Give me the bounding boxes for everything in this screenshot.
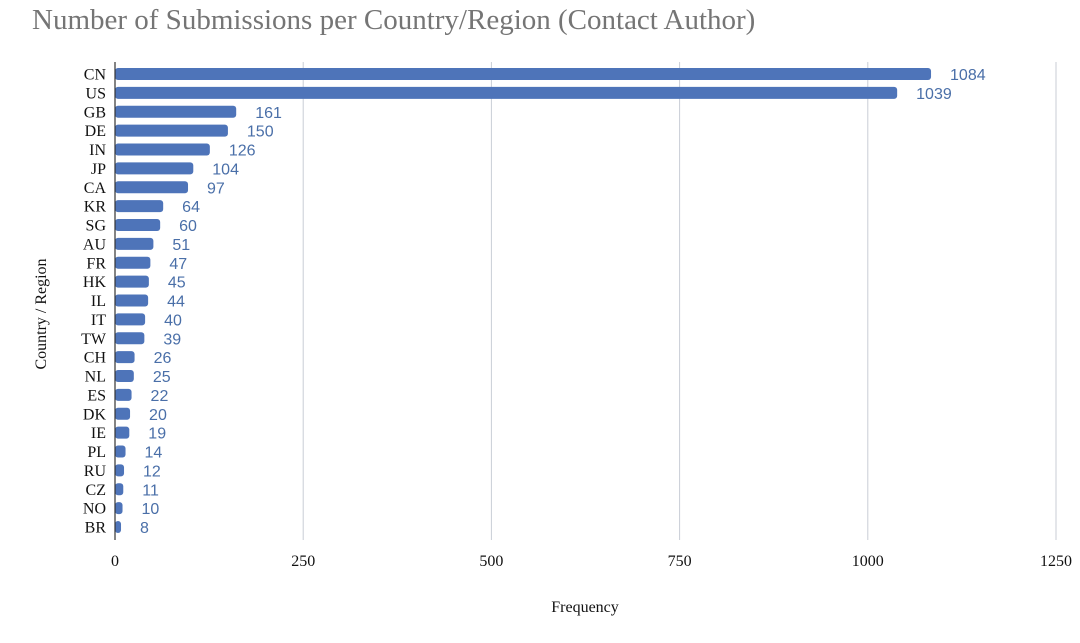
bar [115, 313, 146, 326]
data-label: 8 [140, 520, 149, 537]
chart-title: Number of Submissions per Country/Region… [32, 4, 756, 36]
y-tick-label: NO [83, 501, 106, 518]
data-label: 25 [153, 369, 171, 386]
y-axis-title: Country / Region [33, 258, 50, 369]
data-label: 1084 [950, 67, 986, 84]
axes: 0 250 500 750 1000 1250 [111, 62, 1072, 570]
data-label: 126 [229, 143, 256, 160]
data-label: 40 [164, 312, 182, 329]
y-tick-label: US [86, 85, 106, 102]
data-label: 10 [142, 501, 160, 518]
bar [115, 445, 126, 458]
data-label: 60 [179, 218, 197, 235]
bar [115, 483, 124, 496]
bar [115, 200, 164, 213]
x-tick-label: 0 [111, 553, 119, 570]
y-tick-label: CA [84, 180, 107, 197]
y-tick-label: SG [86, 218, 107, 235]
y-tick-label: IL [91, 293, 106, 310]
x-tick-label: 750 [668, 553, 692, 570]
y-tick-label: IE [91, 425, 106, 442]
y-tick-label: PL [87, 444, 106, 461]
y-tick-label: CZ [86, 482, 106, 499]
data-label: 64 [182, 199, 200, 216]
data-label: 39 [163, 331, 181, 348]
data-label: 45 [168, 275, 186, 292]
bar [115, 162, 194, 175]
x-tick-label: 250 [291, 553, 315, 570]
bar [115, 464, 125, 477]
y-tick-label: AU [83, 236, 107, 253]
y-tick-label: IN [89, 142, 106, 159]
bar [115, 407, 131, 420]
data-label: 47 [169, 256, 187, 273]
bar [115, 219, 161, 231]
bar [115, 256, 151, 269]
bar [115, 275, 149, 288]
y-tick-label: BR [85, 520, 107, 537]
y-tick-label: DK [83, 406, 107, 423]
bar [115, 351, 135, 364]
bars [115, 68, 932, 533]
y-tick-label: JP [91, 161, 106, 178]
y-tick-label: HK [83, 274, 107, 291]
data-label: 14 [145, 445, 163, 462]
y-tick-label: KR [84, 199, 107, 216]
y-tick-label: TW [81, 331, 107, 348]
data-label: 22 [151, 388, 169, 405]
x-tick-label: 1000 [852, 553, 884, 570]
bar [115, 502, 123, 515]
bar [115, 143, 210, 156]
bar [115, 426, 130, 439]
y-tick-label: CN [84, 67, 107, 84]
data-label: 44 [167, 294, 185, 311]
bar [115, 68, 932, 80]
data-label: 12 [143, 463, 161, 480]
gridlines [302, 62, 1057, 540]
y-tick-label: ES [87, 387, 106, 404]
y-tick-label: CH [84, 350, 107, 367]
y-tick-label: FR [86, 255, 106, 272]
bar [115, 124, 228, 137]
data-label: 51 [172, 237, 190, 254]
bar [115, 237, 154, 250]
bar [115, 181, 189, 194]
bar [115, 86, 898, 99]
data-label: 11 [142, 482, 159, 499]
data-label: 150 [247, 124, 274, 141]
data-label: 104 [212, 161, 239, 178]
bar [115, 388, 132, 401]
y-tick-label: NL [85, 369, 106, 386]
x-tick-label: 1250 [1040, 553, 1072, 570]
y-tick-label: RU [84, 463, 107, 480]
bar [115, 521, 122, 533]
y-tick-label: DE [85, 123, 106, 140]
bar [115, 370, 134, 382]
x-axis-title: Frequency [551, 599, 619, 616]
data-label: 161 [255, 105, 282, 122]
y-tick-label: IT [91, 312, 106, 329]
data-label: 19 [148, 426, 166, 443]
data-label: 26 [154, 350, 172, 367]
y-tick-label: GB [84, 104, 106, 121]
data-label: 97 [207, 180, 225, 197]
bar [115, 294, 149, 307]
x-tick-label: 500 [479, 553, 503, 570]
bar [115, 332, 145, 345]
data-label: 1039 [916, 86, 952, 103]
data-label: 20 [149, 407, 167, 424]
bar [115, 105, 237, 118]
